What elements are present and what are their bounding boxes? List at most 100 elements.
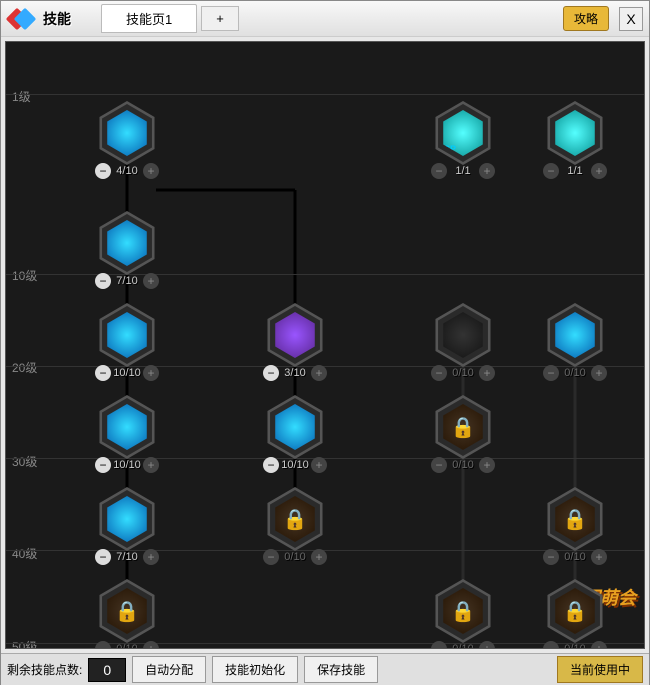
decrease-button[interactable]: − <box>95 163 111 179</box>
increase-button: + <box>479 163 495 179</box>
save-skills-button[interactable]: 保存技能 <box>304 656 378 683</box>
remaining-points-value: 0 <box>88 658 126 682</box>
skill-count: 10/10 <box>113 459 141 471</box>
skill-count: 1/1 <box>561 165 589 177</box>
decrease-button[interactable]: − <box>95 457 111 473</box>
increase-button: + <box>311 365 327 381</box>
decrease-button: − <box>95 641 111 649</box>
guide-button[interactable]: 攻略 <box>563 6 609 31</box>
skill-counter: −0/10+ <box>258 548 332 566</box>
increase-button: + <box>143 273 159 289</box>
increase-button: + <box>143 641 159 649</box>
skill-counter: −0/10+ <box>90 640 164 649</box>
skill-counter: −0/10+ <box>426 640 500 649</box>
level-divider <box>6 94 644 95</box>
skill-node-n5[interactable]: −10/10+ <box>98 306 156 364</box>
window-title: 技能 <box>43 9 71 29</box>
skill-node-n8[interactable]: −0/10+ <box>546 306 604 364</box>
skill-count: 10/10 <box>113 367 141 379</box>
skill-counter: −10/10+ <box>90 456 164 474</box>
skill-counter: −7/10+ <box>90 548 164 566</box>
skill-count: 0/10 <box>561 367 589 379</box>
decrease-button[interactable]: − <box>95 365 111 381</box>
skill-node-n10[interactable]: −10/10+ <box>266 398 324 456</box>
skill-count: 0/10 <box>113 643 141 649</box>
add-tab-button[interactable]: + <box>201 6 239 31</box>
decrease-button: − <box>543 365 559 381</box>
skill-count: 7/10 <box>113 551 141 563</box>
skill-node-n7[interactable]: −0/10+ <box>434 306 492 364</box>
skill-counter: −1/1+ <box>538 162 612 180</box>
increase-button: + <box>143 549 159 565</box>
skill-counter: −0/10+ <box>538 640 612 649</box>
decrease-button[interactable]: − <box>95 273 111 289</box>
decrease-button: − <box>431 641 447 649</box>
skill-node-n11[interactable]: 🔒−0/10+ <box>434 398 492 456</box>
skill-counter: −3/10+ <box>258 364 332 382</box>
increase-button: + <box>479 641 495 649</box>
level-label: 20级 <box>12 359 37 376</box>
remaining-points-label: 剩余技能点数: <box>7 661 82 678</box>
decrease-button[interactable]: − <box>95 549 111 565</box>
increase-button: + <box>143 457 159 473</box>
skill-node-n16[interactable]: 🔒−0/10+ <box>434 582 492 640</box>
auto-assign-button[interactable]: 自动分配 <box>132 656 206 683</box>
decrease-button: − <box>543 163 559 179</box>
skill-tab-1[interactable]: 技能页1 <box>101 4 197 33</box>
skill-count: 1/1 <box>449 165 477 177</box>
skill-node-n15[interactable]: 🔒−0/10+ <box>98 582 156 640</box>
skill-node-n3[interactable]: −1/1+ <box>546 104 604 162</box>
level-label: 1级 <box>12 88 31 105</box>
skill-count: 0/10 <box>449 367 477 379</box>
skill-node-n2[interactable]: SP−1/1+ <box>434 104 492 162</box>
decrease-button: − <box>543 641 559 649</box>
skill-count: 0/10 <box>449 459 477 471</box>
skill-count: 0/10 <box>561 551 589 563</box>
decrease-button[interactable]: − <box>263 457 279 473</box>
increase-button: + <box>479 365 495 381</box>
decrease-button: − <box>543 549 559 565</box>
increase-button: + <box>591 163 607 179</box>
skill-counter: −0/10+ <box>538 548 612 566</box>
skill-counter: −0/10+ <box>426 456 500 474</box>
skill-counter: −10/10+ <box>90 364 164 382</box>
skill-counter: −0/10+ <box>426 364 500 382</box>
increase-button: + <box>311 549 327 565</box>
skill-node-n12[interactable]: −7/10+ <box>98 490 156 548</box>
skill-tree: 同萌会 1级10级20级30级40级50级−4/10+SP−1/1+−1/1+−… <box>5 41 645 649</box>
skill-counter: −7/10+ <box>90 272 164 290</box>
current-loadout-button[interactable]: 当前使用中 <box>557 656 643 683</box>
skill-count: 7/10 <box>113 275 141 287</box>
skill-count: 0/10 <box>449 643 477 649</box>
increase-button: + <box>479 457 495 473</box>
skill-node-n13[interactable]: 🔒−0/10+ <box>266 490 324 548</box>
level-label: 10级 <box>12 267 37 284</box>
skill-node-n9[interactable]: −10/10+ <box>98 398 156 456</box>
skill-count: 10/10 <box>281 459 309 471</box>
skill-count: 4/10 <box>113 165 141 177</box>
increase-button: + <box>591 365 607 381</box>
increase-button: + <box>591 641 607 649</box>
reset-skills-button[interactable]: 技能初始化 <box>212 656 298 683</box>
skill-count: 3/10 <box>281 367 309 379</box>
decrease-button: − <box>263 549 279 565</box>
decrease-button: − <box>431 365 447 381</box>
level-label: 40级 <box>12 545 37 562</box>
skill-node-n17[interactable]: 🔒−0/10+ <box>546 582 604 640</box>
decrease-button: − <box>431 163 447 179</box>
skill-window: 技能 技能页1 + 攻略 X 同萌会 1级10级20级30级40级50级−4/1… <box>0 0 650 685</box>
skill-counter: −4/10+ <box>90 162 164 180</box>
increase-button: + <box>591 549 607 565</box>
skill-node-n4[interactable]: −7/10+ <box>98 214 156 272</box>
skill-counter: −1/1+ <box>426 162 500 180</box>
increase-button: + <box>143 163 159 179</box>
skill-node-n6[interactable]: −3/10+ <box>266 306 324 364</box>
close-button[interactable]: X <box>619 7 643 31</box>
skill-count: 0/10 <box>281 551 309 563</box>
skill-node-n14[interactable]: 🔒−0/10+ <box>546 490 604 548</box>
skill-counter: −0/10+ <box>538 364 612 382</box>
decrease-button[interactable]: − <box>263 365 279 381</box>
skill-counter: −10/10+ <box>258 456 332 474</box>
titlebar: 技能 技能页1 + 攻略 X <box>1 1 649 37</box>
skill-node-n1[interactable]: −4/10+ <box>98 104 156 162</box>
